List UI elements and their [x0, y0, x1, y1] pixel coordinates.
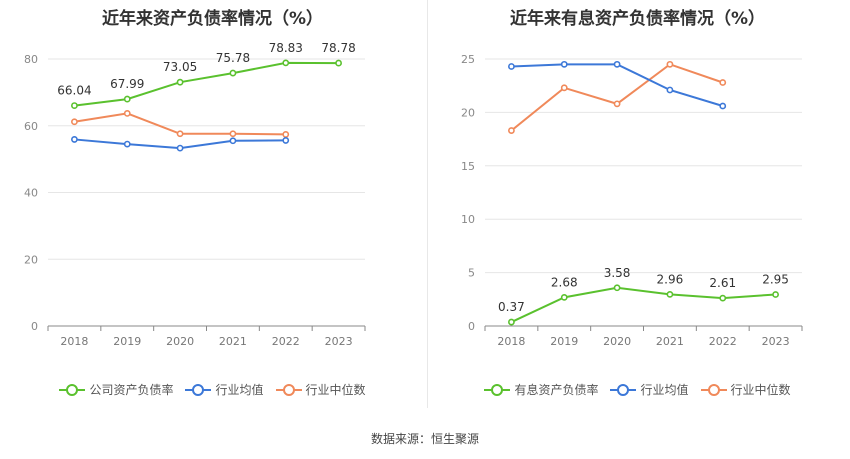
data-point	[560, 84, 568, 92]
data-label: 3.58	[604, 266, 631, 280]
legend-label: 行业均值	[215, 383, 264, 397]
x-tick-label: 2018	[497, 335, 525, 348]
panel-divider	[427, 0, 428, 408]
data-point	[666, 290, 674, 298]
data-point	[560, 60, 568, 68]
data-point	[71, 136, 78, 143]
legend-label: 行业中位数	[730, 383, 791, 397]
data-label: 75.78	[216, 51, 250, 65]
x-tick-label: 2023	[762, 335, 790, 348]
legend-label: 行业均值	[640, 383, 689, 397]
data-point	[508, 318, 515, 326]
legend: 公司资产负债率 行业均值 行业中位数	[0, 381, 425, 398]
legend-item[interactable]: 有息资产负债率	[484, 381, 598, 398]
data-point	[282, 59, 290, 67]
legend-label: 公司资产负债率	[89, 383, 174, 397]
data-point	[613, 60, 621, 68]
y-tick-label: 5	[468, 267, 475, 280]
y-tick-label: 25	[461, 53, 475, 66]
y-tick-label: 80	[24, 53, 38, 66]
data-point	[123, 110, 131, 117]
data-point	[71, 102, 78, 109]
legend-line-marker-icon	[484, 383, 511, 397]
data-point	[666, 86, 674, 94]
legend: 有息资产负债率 行业均值 行业中位数	[425, 381, 850, 398]
line-chart-total-debt: 0 20 40 60 80 2018 2019 2020 2021 2022 2023 66.04 67…	[24, 41, 366, 348]
legend-item[interactable]: 行业中位数	[275, 381, 366, 398]
y-tick-label: 0	[31, 320, 38, 333]
data-source-note: 数据来源：恒生聚源	[370, 432, 479, 446]
data-label: 2.95	[762, 272, 789, 286]
series-line-0	[74, 61, 339, 107]
y-tick-label: 40	[24, 187, 38, 200]
chart-panel-interest-debt: 近年来有息资产负债率情况（%） 0 5 10 15 20 25 2018 2019 2020 20…	[425, 0, 850, 420]
data-point	[719, 79, 727, 86]
x-tick-label: 2018	[60, 335, 88, 348]
y-tick-label: 60	[24, 120, 38, 133]
data-point	[613, 284, 621, 292]
data-point	[560, 293, 568, 301]
chart-title: 近年来资产负债率情况（%）	[101, 9, 324, 29]
y-tick-label: 20	[461, 106, 475, 119]
y-tick-label: 0	[468, 320, 475, 333]
series-line-0	[510, 286, 776, 323]
data-point	[229, 69, 237, 77]
data-label: 2.68	[551, 275, 578, 289]
x-tick-label: 2019	[550, 335, 578, 348]
data-point	[176, 144, 184, 152]
x-tick-label: 2020	[603, 335, 631, 348]
data-label: 66.04	[57, 84, 91, 98]
data-label: 73.05	[163, 60, 197, 74]
x-tick-label: 2022	[272, 335, 300, 348]
data-label: 0.37	[498, 300, 525, 314]
data-point	[335, 59, 342, 67]
data-point	[282, 131, 290, 138]
x-tick-label: 2021	[656, 335, 684, 348]
data-point	[71, 118, 78, 126]
data-point	[176, 78, 184, 86]
y-tick-label: 15	[461, 160, 475, 173]
data-point	[613, 100, 621, 108]
legend-line-marker-icon	[185, 383, 212, 397]
chart-panel-total-debt: 近年来资产负债率情况（%） 0 20 40 60 80 2018 2019 2020 2021 2…	[0, 0, 425, 420]
data-label: 78.78	[321, 41, 355, 55]
legend-line-marker-icon	[59, 383, 86, 397]
x-tick-label: 2020	[166, 335, 194, 348]
y-tick-label: 10	[461, 213, 475, 226]
data-point	[229, 137, 237, 145]
y-tick-label: 20	[24, 253, 38, 266]
data-point	[772, 291, 779, 298]
legend-label: 有息资产负债率	[514, 383, 599, 397]
line-chart-interest-debt: 0 5 10 15 20 25 2018 2019 2020 2021 2022 2023 0.37 2.…	[461, 53, 803, 348]
data-label: 2.61	[709, 276, 736, 290]
data-point	[176, 130, 184, 138]
chart-title: 近年来有息资产负债率情况（%）	[509, 9, 766, 29]
data-label: 67.99	[110, 77, 144, 91]
data-point	[666, 60, 674, 68]
data-point	[719, 294, 727, 302]
legend-line-marker-icon	[610, 383, 637, 397]
data-label: 2.96	[657, 272, 684, 286]
data-label: 78.83	[269, 41, 303, 55]
x-tick-label: 2023	[325, 335, 353, 348]
legend-item[interactable]: 公司资产负债率	[59, 381, 173, 398]
legend-item[interactable]: 行业中位数	[700, 381, 791, 398]
data-point	[282, 137, 290, 144]
x-tick-label: 2021	[219, 335, 247, 348]
data-point	[123, 140, 131, 148]
data-point	[123, 95, 131, 103]
data-point	[229, 130, 237, 138]
legend-item[interactable]: 行业均值	[185, 381, 264, 398]
legend-item[interactable]: 行业均值	[610, 381, 689, 398]
x-tick-label: 2019	[113, 335, 141, 348]
legend-label: 行业中位数	[305, 383, 366, 397]
data-point	[508, 63, 515, 70]
x-tick-label: 2022	[709, 335, 737, 348]
data-point	[508, 127, 515, 134]
legend-line-marker-icon	[700, 383, 727, 397]
series-line-2	[510, 63, 724, 132]
data-point	[719, 102, 727, 110]
legend-line-marker-icon	[275, 383, 302, 397]
